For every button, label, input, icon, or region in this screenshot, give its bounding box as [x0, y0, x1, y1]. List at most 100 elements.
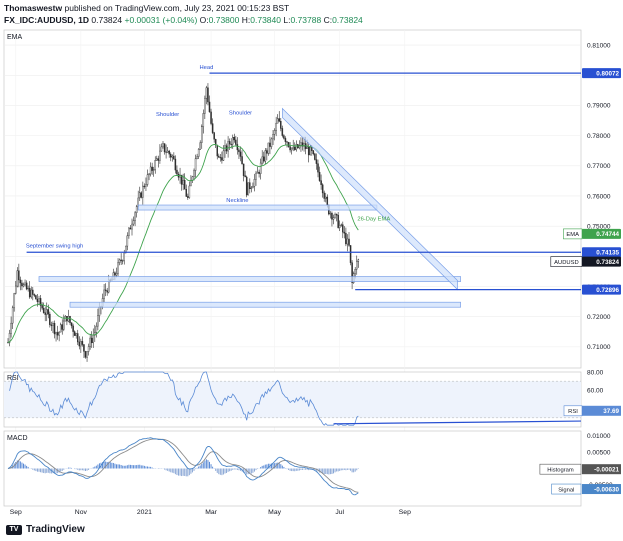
price-change: +0.00031 (+0.04%)	[124, 15, 198, 25]
tradingview-logo[interactable]: TV TradingView	[6, 524, 85, 535]
candle-body	[307, 146, 310, 156]
pane-frame	[3, 29, 582, 369]
price-badge	[582, 68, 621, 79]
candle-body	[233, 136, 236, 141]
candle-body	[342, 224, 344, 233]
candle-body	[306, 146, 308, 149]
candle-body	[166, 150, 169, 153]
price-tick-label: 0.76000	[587, 193, 611, 200]
candle-body	[135, 206, 138, 213]
candle-body	[250, 187, 253, 190]
candle-body	[92, 335, 94, 344]
candle-body	[73, 331, 76, 336]
candle-body	[87, 346, 90, 352]
candle-body	[255, 172, 257, 180]
candle-body	[140, 192, 143, 198]
candle-body	[349, 245, 352, 263]
candle-body	[30, 289, 33, 298]
candle-body	[301, 142, 304, 147]
candle-body	[278, 118, 281, 122]
candle-body	[239, 151, 242, 157]
candle-body	[298, 145, 301, 149]
candle-body	[114, 272, 116, 276]
price-tick-label: 0.72000	[587, 314, 611, 321]
candle-body	[241, 156, 243, 165]
candle-body	[152, 169, 155, 171]
open-value: 0.73800	[208, 15, 240, 25]
candle-body	[38, 298, 40, 302]
publisher-name[interactable]: Thomaswestw	[4, 3, 63, 13]
candle-body	[165, 151, 167, 153]
candle-body	[323, 192, 325, 199]
candle-body	[142, 185, 144, 198]
candle-body	[84, 351, 87, 358]
candle-body	[345, 232, 347, 245]
candle-body	[128, 227, 130, 236]
price-tick-label: 0.78000	[587, 133, 611, 140]
price-tick-label: 0.75000	[587, 223, 611, 230]
candle-body	[264, 150, 267, 162]
candle-body	[221, 157, 223, 161]
candle-body	[90, 337, 93, 344]
candle-body	[8, 333, 11, 343]
macd-pane[interactable]: 0.010000.005000.00000-0.00500MACD-0.0002…	[3, 430, 621, 507]
candle-body	[174, 158, 177, 171]
candle-body	[159, 150, 161, 161]
candle-body	[58, 331, 60, 336]
candle-body	[160, 146, 163, 152]
candle-body	[36, 298, 39, 302]
candle-body	[18, 270, 20, 281]
candle-body	[182, 179, 184, 185]
candle-body	[41, 305, 43, 309]
candle-body	[134, 212, 136, 221]
candle-body	[197, 148, 200, 157]
candle-body	[81, 341, 84, 345]
main-pane[interactable]: 0.810000.800000.790000.780000.770000.760…	[3, 29, 621, 506]
macd-tick-label: 0.00500	[587, 449, 611, 456]
candle-body	[213, 132, 215, 140]
candle-body	[216, 144, 218, 157]
candle-body	[314, 153, 316, 160]
candle-body	[204, 98, 206, 114]
price-badge-label: EMA	[566, 232, 579, 238]
macd-badge-value: -0.00630	[594, 486, 619, 493]
candle-body	[351, 262, 353, 283]
price-badge-label-box	[550, 256, 583, 267]
rsi-label-box	[563, 405, 583, 417]
pane-frame	[3, 430, 582, 507]
candle-body	[146, 174, 149, 185]
candle-body	[187, 196, 189, 198]
candle-body	[311, 146, 313, 151]
price-badge	[582, 256, 621, 267]
candle-body	[32, 289, 34, 295]
candle-body	[190, 180, 192, 187]
candle-body	[208, 101, 211, 113]
publisher-line: Thomaswestw published on TradingView.com…	[4, 2, 363, 14]
candle-body	[44, 312, 46, 315]
candle-body	[180, 174, 183, 185]
candle-body	[329, 212, 332, 215]
candle-body	[168, 150, 170, 155]
candle-body	[104, 289, 107, 291]
candle-body	[95, 325, 98, 333]
candle-body	[24, 282, 26, 285]
support-zone	[137, 204, 378, 211]
close-value: 0.73824	[332, 15, 363, 25]
candle-body	[126, 235, 129, 247]
chart-header: Thomaswestw published on TradingView.com…	[4, 2, 363, 26]
published-text: published on TradingView.com, July 23, 2…	[64, 3, 290, 13]
candle-body	[22, 284, 25, 287]
candle-body	[235, 139, 237, 145]
chart-annotation: September swing high	[26, 243, 83, 249]
x-tick-label: Sep	[399, 509, 411, 516]
macd-value-badge	[582, 484, 621, 495]
candle-body	[281, 128, 284, 136]
price-tick-label: 0.77000	[587, 163, 611, 170]
symbol-name[interactable]: FX_IDC:AUDUSD, 1D	[4, 15, 90, 25]
candle-body	[286, 141, 288, 143]
rsi-label: RSI	[7, 375, 19, 382]
candle-body	[53, 323, 56, 335]
chart-annotation: Shoulder	[229, 111, 252, 117]
